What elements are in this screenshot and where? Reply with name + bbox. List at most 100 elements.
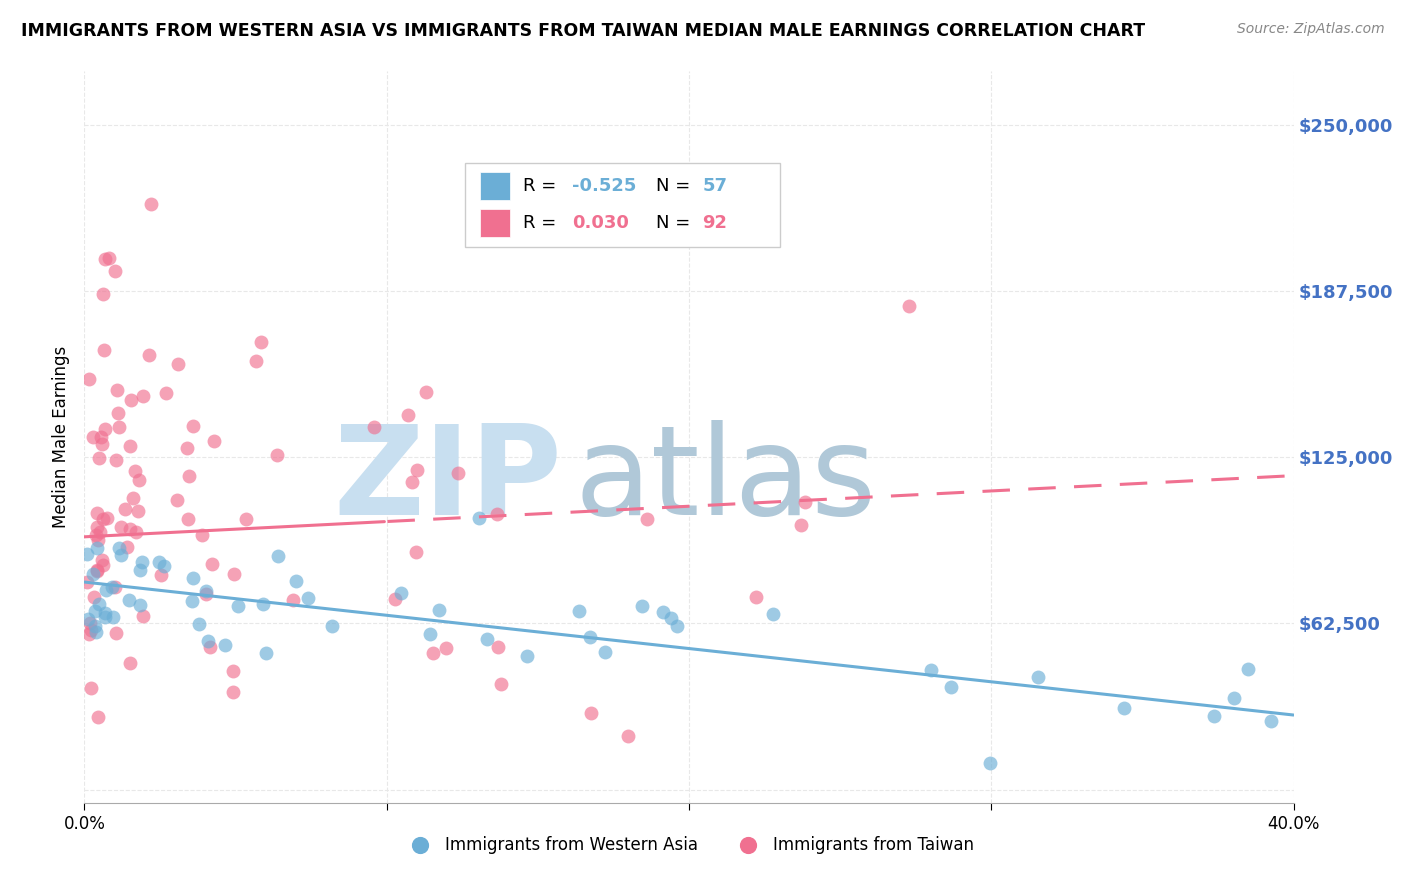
Point xyxy=(129,563,152,577)
Point xyxy=(222,685,245,699)
Text: 92: 92 xyxy=(702,214,727,232)
Text: ZIP: ZIP xyxy=(333,420,562,541)
Point xyxy=(153,559,176,574)
Point xyxy=(166,493,188,508)
Point xyxy=(167,357,190,371)
Point xyxy=(89,450,111,465)
Point xyxy=(82,429,104,443)
Point xyxy=(87,597,110,611)
Point xyxy=(406,463,429,477)
Point xyxy=(194,587,217,601)
Point xyxy=(266,448,288,462)
Point xyxy=(659,611,682,625)
Point xyxy=(201,557,224,571)
Point xyxy=(617,729,640,743)
Point xyxy=(666,619,689,633)
Point xyxy=(96,511,118,525)
Point xyxy=(101,610,124,624)
Point xyxy=(86,563,108,577)
Point xyxy=(920,663,942,677)
Point xyxy=(177,469,200,483)
Point xyxy=(197,634,219,648)
Point xyxy=(202,434,225,449)
Point xyxy=(793,495,815,509)
Point xyxy=(108,420,131,434)
Point xyxy=(131,555,153,569)
Point xyxy=(489,677,512,691)
Point xyxy=(118,593,141,607)
Point xyxy=(104,580,127,594)
Point xyxy=(77,611,100,625)
Point xyxy=(128,473,150,487)
Bar xyxy=(479,172,510,200)
Point xyxy=(110,548,132,562)
Point xyxy=(198,640,221,654)
FancyBboxPatch shape xyxy=(465,163,780,247)
Point xyxy=(89,524,111,539)
Point xyxy=(789,517,811,532)
Point xyxy=(176,511,198,525)
Point xyxy=(194,584,217,599)
Text: 57: 57 xyxy=(702,178,727,195)
Point xyxy=(94,422,117,436)
Text: atlas: atlas xyxy=(574,420,876,541)
Text: N =: N = xyxy=(657,214,696,232)
Point xyxy=(245,354,267,368)
Point xyxy=(128,599,150,613)
Point xyxy=(110,520,132,534)
Point xyxy=(90,437,112,451)
Y-axis label: Median Male Earnings: Median Male Earnings xyxy=(52,346,70,528)
Point xyxy=(94,606,117,620)
Point xyxy=(132,389,155,403)
Point xyxy=(321,619,343,633)
Point xyxy=(516,648,538,663)
Point xyxy=(80,623,103,637)
Point xyxy=(593,645,616,659)
Point xyxy=(363,419,385,434)
Point xyxy=(1028,670,1050,684)
Point xyxy=(107,541,129,556)
Point xyxy=(447,467,470,481)
Point xyxy=(235,512,257,526)
Point xyxy=(1112,701,1135,715)
Point xyxy=(285,574,308,589)
Point xyxy=(94,252,117,267)
Point xyxy=(939,680,962,694)
Point xyxy=(181,418,204,433)
Point xyxy=(415,384,437,399)
Point xyxy=(96,583,118,598)
Point xyxy=(83,604,105,618)
Point xyxy=(114,501,136,516)
Point xyxy=(80,681,103,695)
Point xyxy=(125,524,148,539)
Point xyxy=(77,626,100,640)
Point xyxy=(254,646,277,660)
Point xyxy=(297,591,319,606)
Point xyxy=(1202,708,1225,723)
Point xyxy=(104,264,127,278)
Point xyxy=(181,571,204,585)
Point xyxy=(190,528,212,542)
Point xyxy=(281,593,304,607)
Point xyxy=(124,464,146,478)
Point xyxy=(91,553,114,567)
Point xyxy=(579,630,602,644)
Point xyxy=(252,597,274,611)
Point xyxy=(120,392,142,407)
Point xyxy=(122,491,145,506)
Point xyxy=(384,592,406,607)
Point xyxy=(79,615,101,630)
Point xyxy=(762,607,785,621)
Point xyxy=(405,545,427,559)
Point xyxy=(250,334,273,349)
Point xyxy=(118,656,141,670)
Point xyxy=(82,566,104,581)
Point xyxy=(86,506,108,520)
Point xyxy=(87,710,110,724)
Point xyxy=(83,591,105,605)
Point xyxy=(226,599,249,613)
Point xyxy=(222,665,245,679)
Point xyxy=(97,251,120,265)
Point xyxy=(93,343,115,357)
Point xyxy=(76,575,98,590)
